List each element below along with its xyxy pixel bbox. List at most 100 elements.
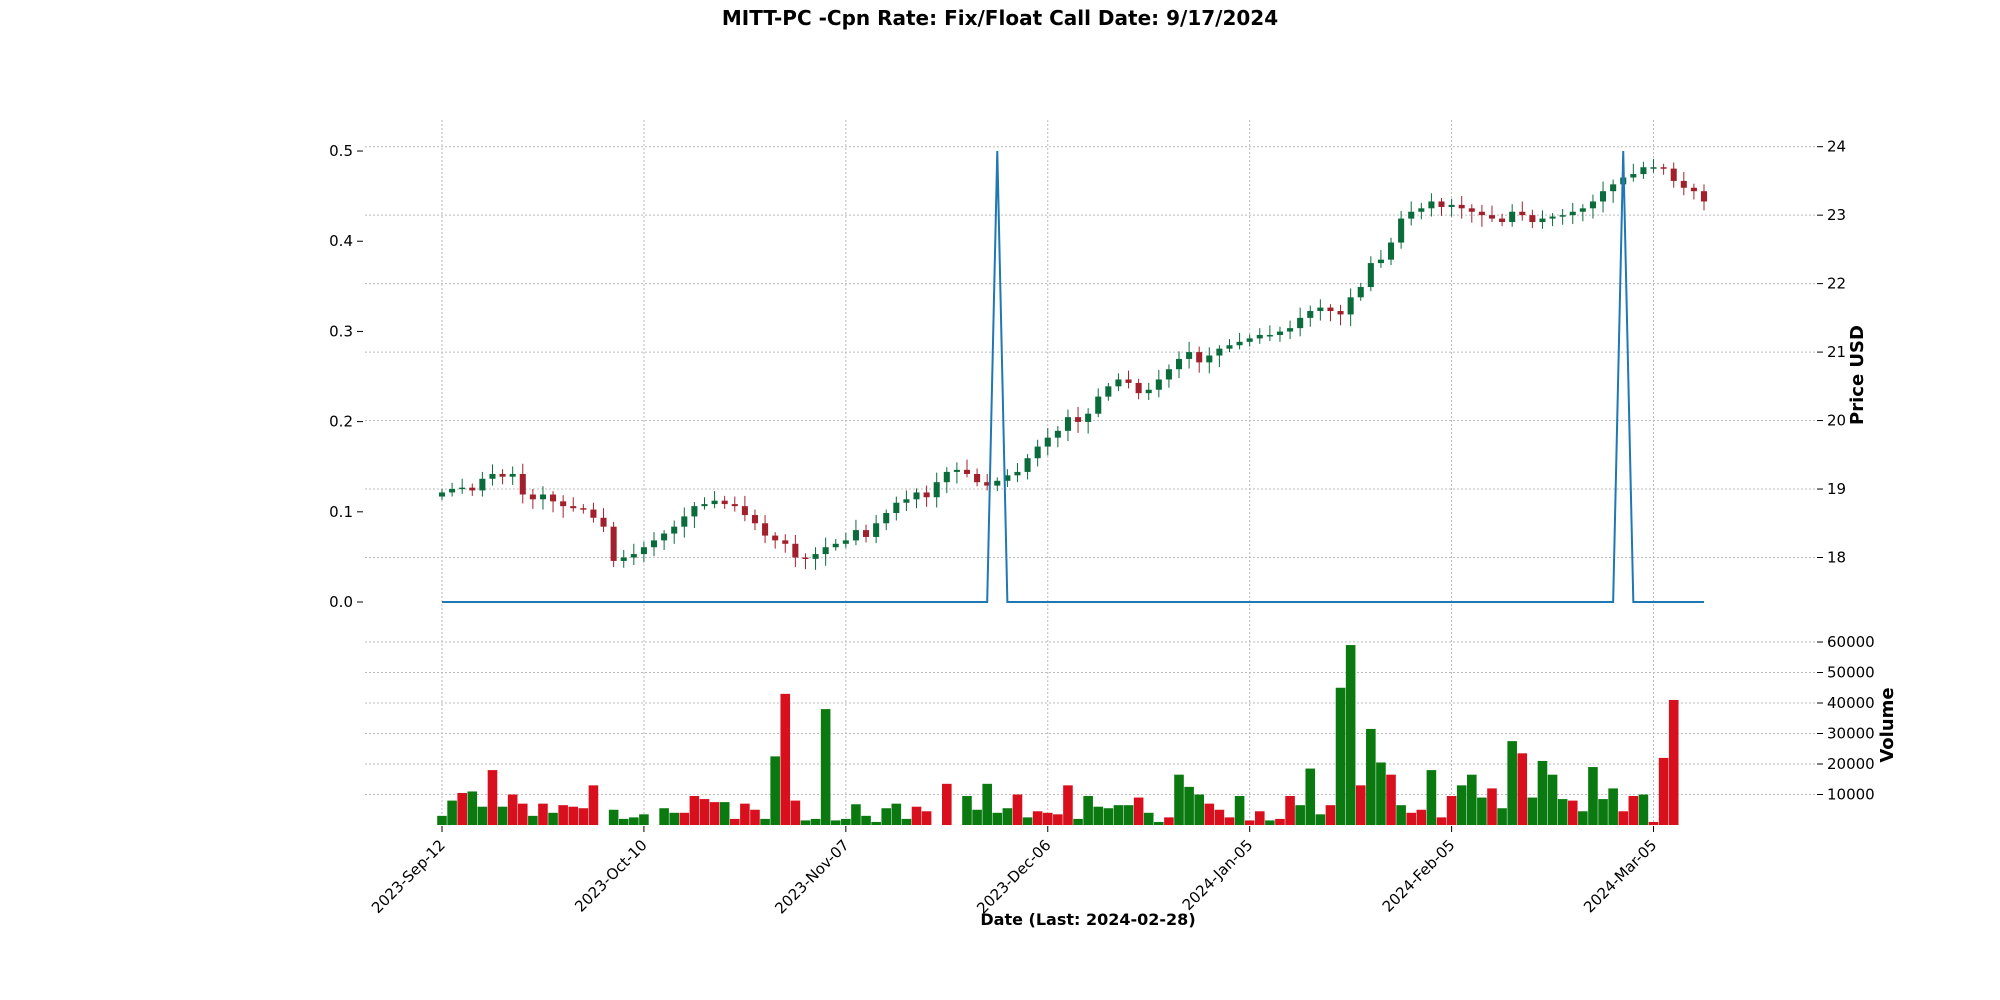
- volume-bar: [1083, 796, 1093, 825]
- volume-bar: [810, 818, 821, 825]
- volume-bar: [830, 820, 841, 825]
- volume-bar: [1285, 796, 1295, 825]
- candle-up: [1408, 211, 1415, 219]
- candle-down: [802, 557, 809, 559]
- left-tick-label: 0.5: [329, 142, 353, 160]
- volume-bar: [1053, 814, 1063, 825]
- volume-bar: [962, 796, 972, 825]
- right-tick-label: 18: [1827, 548, 1846, 566]
- candle-up: [1115, 379, 1122, 387]
- candle-up: [509, 473, 516, 477]
- volume-tick-label: 10000: [1827, 786, 1875, 804]
- x-tick-label: 2023-Nov-07: [771, 836, 852, 917]
- candle-down: [762, 523, 769, 536]
- volume-bar: [578, 808, 589, 825]
- volume-bar: [1042, 812, 1053, 825]
- candle-up: [883, 512, 890, 524]
- volume-bar: [1164, 817, 1174, 825]
- volume-bar: [1648, 821, 1659, 825]
- candle-up: [1549, 216, 1556, 219]
- candle-up: [1014, 471, 1021, 476]
- volume-bar: [639, 814, 649, 825]
- volume-bar: [1154, 821, 1164, 825]
- candle-up: [1266, 334, 1273, 337]
- candle-up: [1246, 338, 1253, 342]
- candle-down: [1196, 352, 1203, 363]
- candle-up: [943, 471, 950, 483]
- candle-up: [994, 480, 1001, 486]
- volume-bar: [942, 783, 952, 825]
- candle-down: [469, 487, 476, 491]
- candle-up: [1297, 317, 1304, 329]
- candle-up: [933, 482, 940, 498]
- candle-down: [1529, 215, 1536, 223]
- candle-up: [852, 530, 859, 541]
- volume-bar: [1668, 699, 1679, 825]
- volume-bar: [1547, 774, 1558, 825]
- candle-up: [1640, 167, 1647, 175]
- candle-down: [1519, 211, 1526, 216]
- volume-tick-label: 30000: [1827, 725, 1875, 743]
- volume-bar: [1214, 809, 1225, 825]
- right-axis-label: Price USD: [1847, 325, 1868, 425]
- candle-up: [1206, 355, 1213, 363]
- candle-up: [1357, 287, 1364, 298]
- candle-down: [600, 517, 607, 527]
- volume-bar: [1204, 803, 1215, 825]
- candle-down: [529, 494, 536, 500]
- candle-down: [1327, 307, 1334, 312]
- volume-bar: [851, 804, 861, 825]
- candle-up: [479, 478, 486, 491]
- candle-down: [1125, 379, 1132, 383]
- candle-up: [1377, 259, 1384, 264]
- volume-bar: [820, 709, 831, 825]
- candle-up: [913, 492, 920, 500]
- volume-bar: [477, 806, 488, 825]
- candle-up: [1175, 358, 1183, 370]
- volume-bar: [982, 783, 992, 825]
- x-tick-label: 2023-Oct-10: [571, 836, 651, 916]
- volume-bar: [1244, 820, 1255, 825]
- volume-bar: [629, 817, 639, 825]
- candle-down: [792, 543, 799, 558]
- volume-bar: [457, 792, 467, 825]
- volume-axis-label: Volume: [1877, 687, 1898, 762]
- x-tick-label: 2024-Jan-05: [1179, 836, 1257, 914]
- candle-down: [1135, 382, 1142, 394]
- volume-bar: [1638, 794, 1649, 825]
- right-tick-label: 22: [1827, 275, 1846, 293]
- candle-up: [1064, 417, 1071, 431]
- volume-bar: [558, 805, 568, 825]
- candle-down: [560, 501, 567, 507]
- candle-up: [953, 469, 960, 472]
- candle-down: [923, 492, 930, 498]
- volume-bar: [669, 812, 680, 825]
- volume-bar: [1557, 799, 1568, 825]
- volume-bar: [548, 812, 558, 825]
- left-tick-label: 0.3: [329, 322, 353, 340]
- candle-up: [640, 547, 647, 555]
- volume-bar: [528, 815, 538, 825]
- candle-down: [974, 473, 981, 483]
- candle-up: [630, 554, 637, 558]
- volume-bar: [790, 800, 801, 825]
- candle-up: [873, 523, 880, 537]
- candle-up: [1186, 352, 1193, 359]
- volume-bar: [659, 808, 669, 825]
- volume-bar: [1093, 806, 1104, 825]
- candle-up: [1236, 341, 1243, 346]
- volume-bar: [1123, 805, 1134, 825]
- volume-bar: [1325, 805, 1336, 825]
- volume-bar: [841, 818, 851, 825]
- candle-up: [1509, 211, 1516, 223]
- candle-down: [984, 482, 991, 486]
- volume-bar: [1618, 811, 1629, 825]
- volume-bar: [800, 820, 811, 825]
- x-tick-label: 2023-Dec-06: [973, 836, 1054, 917]
- volume-bar: [861, 815, 871, 825]
- right-tick-label: 20: [1827, 412, 1846, 430]
- candle-up: [671, 526, 678, 534]
- candle-down: [550, 494, 557, 502]
- candle-up: [1105, 386, 1112, 397]
- candle-up: [1589, 201, 1596, 209]
